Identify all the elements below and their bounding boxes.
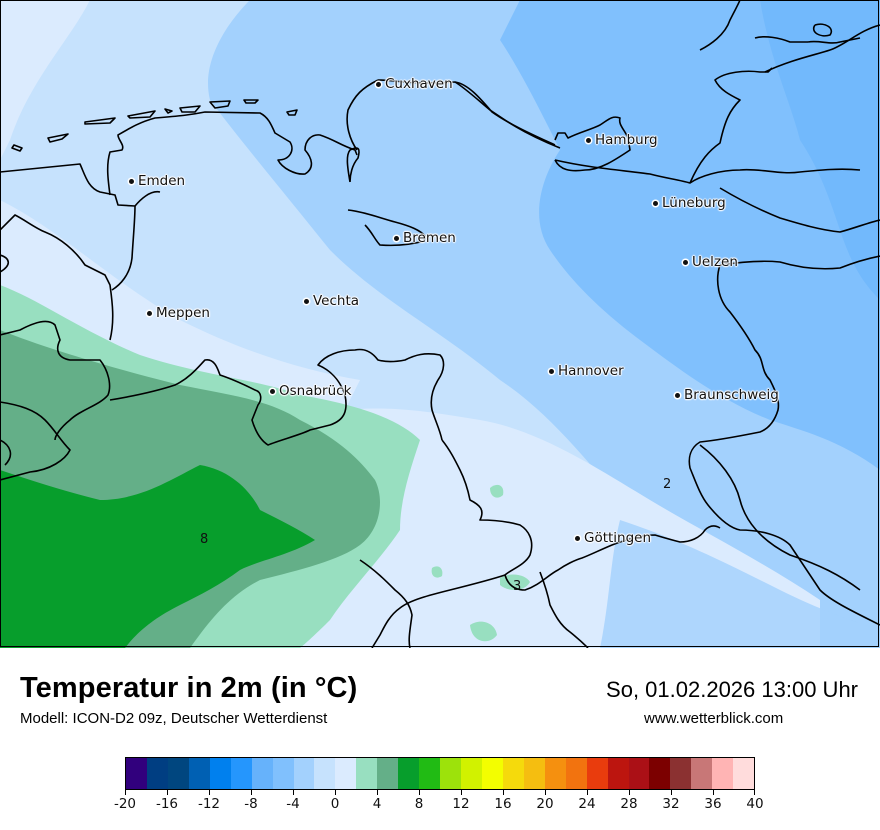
contour-label-8: 8 (200, 532, 209, 547)
colorbar-tick-label: -12 (197, 796, 221, 812)
temperature-map: Cuxhaven Hamburg Emden Lüneburg Bremen U… (0, 0, 880, 649)
colorbar-tick (671, 790, 672, 795)
colorbar-tick-label: 12 (452, 796, 470, 812)
city-marker-icon (683, 259, 688, 265)
colorbar-bin (502, 758, 524, 789)
colorbar-bin (670, 758, 692, 789)
colorbar-bin (733, 758, 755, 789)
colorbar-tick (167, 790, 168, 795)
colorbar-tick (335, 790, 336, 795)
colorbar-tick (293, 790, 294, 795)
colorbar-bin (126, 758, 147, 789)
city-marker-icon (270, 388, 275, 394)
colorbar-tick-label: 20 (536, 796, 554, 812)
colorbar-tick-label: 24 (578, 796, 596, 812)
colorbar-tick (587, 790, 588, 795)
contour-label-3: 3 (513, 579, 522, 594)
colorbar-tick-label: -4 (286, 796, 300, 812)
colorbar-tick-label: 40 (746, 796, 764, 812)
colorbar-bin (691, 758, 713, 789)
colorbar-tick-label: 8 (414, 796, 424, 812)
city-marker-icon (653, 200, 658, 206)
city-hannover: Hannover (549, 363, 624, 379)
city-goettingen: Göttingen (575, 530, 651, 546)
city-lueneburg: Lüneburg (653, 195, 726, 211)
colorbar-tick-label: 16 (494, 796, 512, 812)
city-marker-icon (304, 298, 309, 304)
colorbar-bin (523, 758, 545, 789)
colorbar-tick-label: 32 (662, 796, 680, 812)
city-hamburg: Hamburg (586, 132, 658, 148)
colorbar-tick-label: 0 (330, 796, 340, 812)
colorbar-bin (356, 758, 378, 789)
city-marker-icon (675, 392, 680, 398)
colorbar-tick (503, 790, 504, 795)
map-canvas (0, 0, 880, 649)
city-marker-icon (394, 235, 399, 241)
colorbar-tick (377, 790, 378, 795)
colorbar-bin (167, 758, 189, 789)
colorbar-bin (544, 758, 566, 789)
colorbar-tick (713, 790, 714, 795)
colorbar-tick-label: 4 (372, 796, 382, 812)
colorbar-bin (481, 758, 503, 789)
city-marker-icon (147, 310, 152, 316)
colorbar-tick (461, 790, 462, 795)
colorbar-bin (649, 758, 671, 789)
valid-datetime: So, 01.02.2026 13:00 Uhr (606, 677, 858, 702)
colorbar-bin (293, 758, 315, 789)
city-uelzen: Uelzen (683, 254, 738, 270)
colorbar-bin (565, 758, 587, 789)
colorbar-tick-label: -8 (244, 796, 258, 812)
colorbar-bin (461, 758, 482, 789)
colorbar-bin (398, 758, 420, 789)
city-bremen: Bremen (394, 230, 456, 246)
colorbar-tick (754, 790, 755, 795)
colorbar-bin (440, 758, 461, 789)
colorbar-tick (419, 790, 420, 795)
colorbar-bin (607, 758, 629, 789)
colorbar-bin (419, 758, 441, 789)
colorbar-bin (712, 758, 734, 789)
colorbar-tick-label: -20 (113, 796, 137, 812)
colorbar-bin (335, 758, 357, 789)
city-meppen: Meppen (147, 305, 210, 321)
city-vechta: Vechta (304, 293, 359, 309)
colorbar-tick (209, 790, 210, 795)
city-osnabrueck: Osnabrück (270, 383, 351, 399)
colorbar-tick (125, 790, 126, 795)
model-info: Modell: ICON-D2 09z, Deutscher Wetterdie… (20, 710, 328, 727)
colorbar-bin (586, 758, 608, 789)
city-marker-icon (376, 81, 381, 87)
colorbar-tick (545, 790, 546, 795)
colorbar-bin (272, 758, 294, 789)
colorbar-tick (251, 790, 252, 795)
colorbar-bin (188, 758, 210, 789)
city-emden: Emden (129, 173, 185, 189)
chart-title: Temperatur in 2m (in °C) (20, 672, 358, 704)
contour-label-2: 2 (663, 477, 672, 492)
colorbar-bin (314, 758, 336, 789)
colorbar-bin (146, 758, 168, 789)
colorbar-tick-label: 36 (704, 796, 722, 812)
city-marker-icon (586, 137, 591, 143)
website-url: www.wetterblick.com (644, 710, 784, 727)
colorbar-tick (629, 790, 630, 795)
city-cuxhaven: Cuxhaven (376, 76, 453, 92)
colorbar-bin (628, 758, 650, 789)
colorbar-bin (209, 758, 231, 789)
city-marker-icon (129, 178, 134, 184)
colorbar-ticks: -20 -16 -12 -8 -4 0 4 8 12 16 20 24 28 32 36 40 (114, 790, 764, 820)
city-marker-icon (575, 535, 580, 541)
colorbar-tick-label: -16 (155, 796, 179, 812)
city-marker-icon (549, 368, 554, 374)
city-braunschweig: Braunschweig (675, 387, 779, 403)
colorbar-tick-label: 28 (620, 796, 638, 812)
temperature-colorbar (125, 757, 755, 790)
colorbar-bin (230, 758, 252, 789)
colorbar-bin (251, 758, 273, 789)
colorbar-bin (377, 758, 399, 789)
